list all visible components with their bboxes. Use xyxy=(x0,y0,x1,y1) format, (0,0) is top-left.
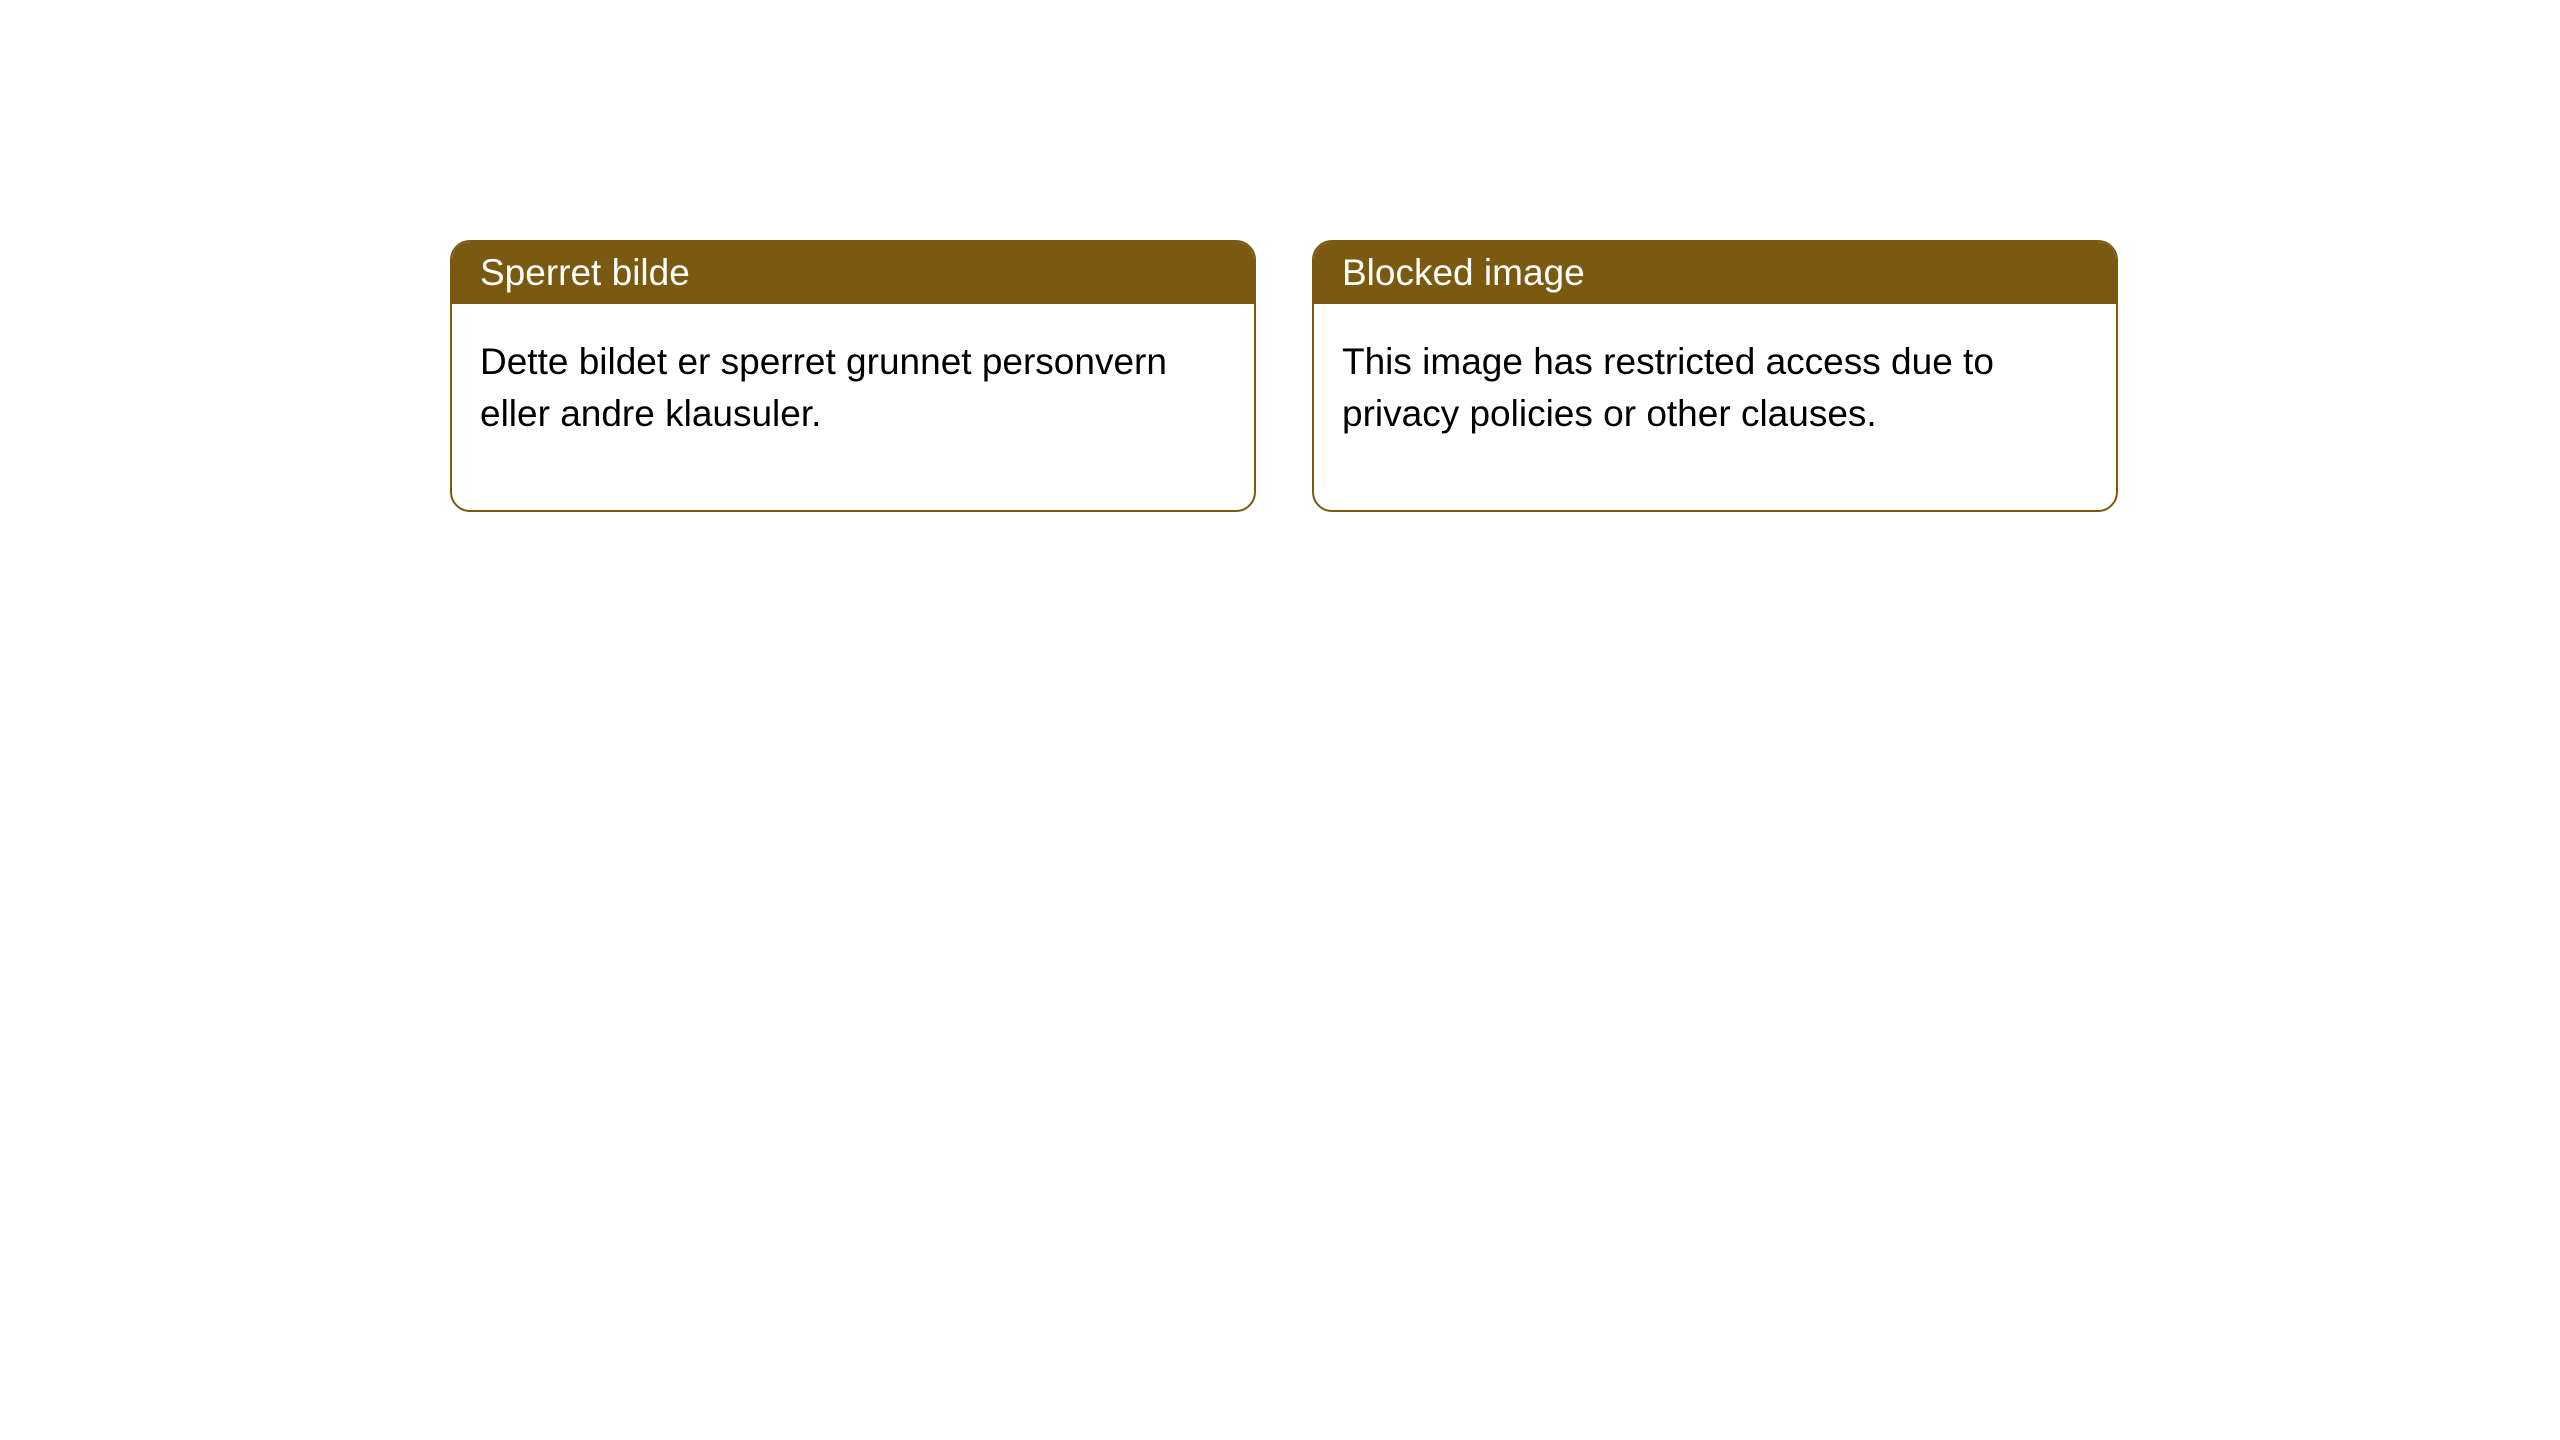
notice-card-english: Blocked image This image has restricted … xyxy=(1312,240,2118,512)
notice-card-body: Dette bildet er sperret grunnet personve… xyxy=(452,304,1254,510)
notice-card-title: Sperret bilde xyxy=(452,242,1254,304)
notice-card-body: This image has restricted access due to … xyxy=(1314,304,2116,510)
notice-card-title: Blocked image xyxy=(1314,242,2116,304)
notice-cards-row: Sperret bilde Dette bildet er sperret gr… xyxy=(450,240,2118,512)
notice-card-norwegian: Sperret bilde Dette bildet er sperret gr… xyxy=(450,240,1256,512)
